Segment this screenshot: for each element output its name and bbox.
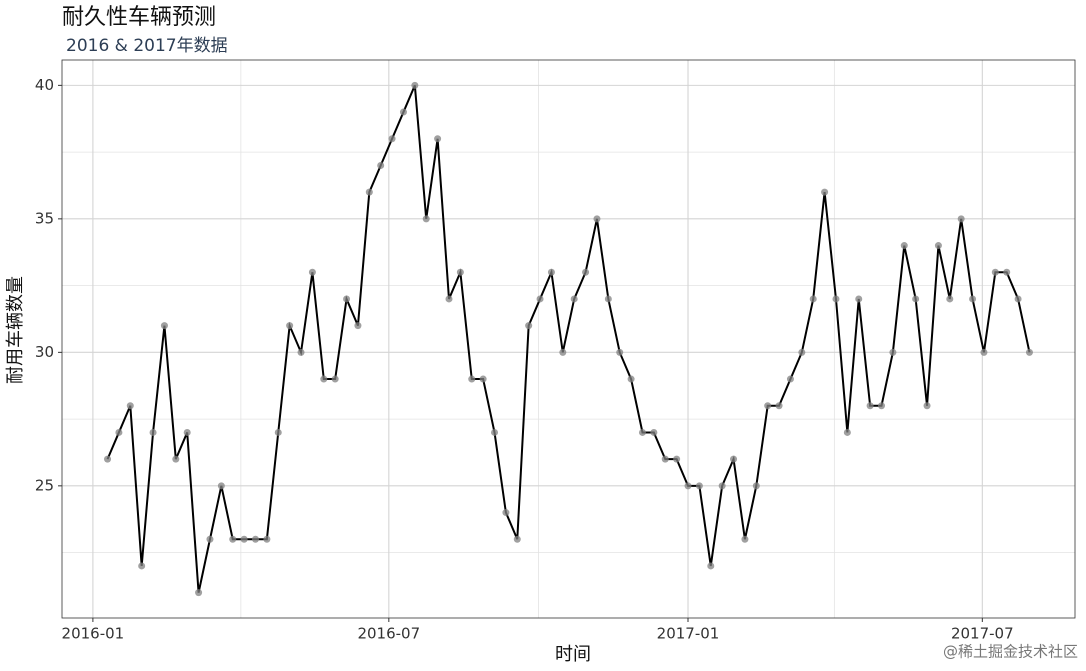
data-point <box>411 81 419 89</box>
x-tick-label: 2017-07 <box>951 625 1014 643</box>
data-point <box>889 348 897 356</box>
data-point <box>786 375 794 383</box>
data-point <box>377 161 385 169</box>
x-tick-label: 2016-01 <box>62 625 125 643</box>
data-point <box>741 535 749 543</box>
x-axis-title: 时间 <box>555 644 591 665</box>
data-point <box>126 402 134 410</box>
data-point <box>388 135 396 143</box>
data-point <box>263 535 271 543</box>
data-point <box>912 295 920 303</box>
data-point <box>491 428 499 436</box>
data-point <box>570 295 578 303</box>
data-point <box>206 535 214 543</box>
watermark: @稀土掘金技术社区 <box>943 643 1078 661</box>
data-point <box>650 428 658 436</box>
data-point <box>900 242 908 250</box>
data-point <box>138 562 146 570</box>
data-point <box>684 482 692 490</box>
x-tick-label: 2016-07 <box>357 625 420 643</box>
data-point <box>764 402 772 410</box>
series-line <box>106 84 1031 593</box>
data-point <box>661 455 669 463</box>
data-point <box>240 535 248 543</box>
data-point <box>593 215 601 223</box>
data-point <box>354 322 362 330</box>
y-axis-title: 耐用车辆数量 <box>5 276 26 384</box>
data-point <box>468 375 476 383</box>
data-point <box>934 242 942 250</box>
y-tick-label: 35 <box>35 209 54 227</box>
data-point <box>1003 268 1011 276</box>
data-point <box>638 428 646 436</box>
data-point <box>297 348 305 356</box>
data-point <box>752 482 760 490</box>
data-point <box>866 402 874 410</box>
data-point <box>695 482 703 490</box>
data-point <box>627 375 635 383</box>
data-point <box>434 135 442 143</box>
data-point <box>422 215 430 223</box>
data-point <box>616 348 624 356</box>
data-point <box>115 428 123 436</box>
data-point <box>843 428 851 436</box>
data-point <box>809 295 817 303</box>
data-point <box>479 375 487 383</box>
data-point <box>525 322 533 330</box>
data-point <box>343 295 351 303</box>
data-point <box>308 268 316 276</box>
data-point <box>502 509 510 517</box>
y-tick-label: 25 <box>35 476 54 494</box>
data-point <box>821 188 829 196</box>
data-point <box>547 268 555 276</box>
data-point <box>991 268 999 276</box>
data-point <box>775 402 783 410</box>
data-point <box>718 482 726 490</box>
data-point <box>946 295 954 303</box>
x-tick-label: 2017-01 <box>657 625 720 643</box>
data-point <box>969 295 977 303</box>
data-point <box>320 375 328 383</box>
data-point <box>286 322 294 330</box>
data-point <box>957 215 965 223</box>
data-point <box>536 295 544 303</box>
data-point <box>217 482 225 490</box>
data-point <box>513 535 521 543</box>
data-point <box>730 455 738 463</box>
data-point <box>582 268 590 276</box>
data-point <box>1025 348 1033 356</box>
y-tick-label: 40 <box>35 76 54 94</box>
data-point <box>707 562 715 570</box>
y-tick-label: 30 <box>35 343 54 361</box>
data-point <box>251 535 259 543</box>
data-point <box>855 295 863 303</box>
data-point <box>331 375 339 383</box>
data-point <box>604 295 612 303</box>
data-point <box>559 348 567 356</box>
data-point <box>274 428 282 436</box>
data-point <box>160 322 168 330</box>
data-point <box>923 402 931 410</box>
data-point <box>399 108 407 116</box>
chart-subtitle: 2016 & 2017年数据 <box>66 36 228 56</box>
data-point <box>149 428 157 436</box>
data-point <box>365 188 373 196</box>
data-point <box>104 455 112 463</box>
data-point <box>445 295 453 303</box>
panel-border <box>61 59 1076 619</box>
data-point <box>878 402 886 410</box>
data-point <box>980 348 988 356</box>
data-point <box>172 455 180 463</box>
data-point <box>183 428 191 436</box>
data-point <box>229 535 237 543</box>
data-point <box>1014 295 1022 303</box>
chart-title: 耐久性车辆预测 <box>62 5 216 30</box>
data-point <box>673 455 681 463</box>
data-point <box>798 348 806 356</box>
data-point <box>832 295 840 303</box>
data-point <box>456 268 464 276</box>
data-point <box>195 589 203 597</box>
